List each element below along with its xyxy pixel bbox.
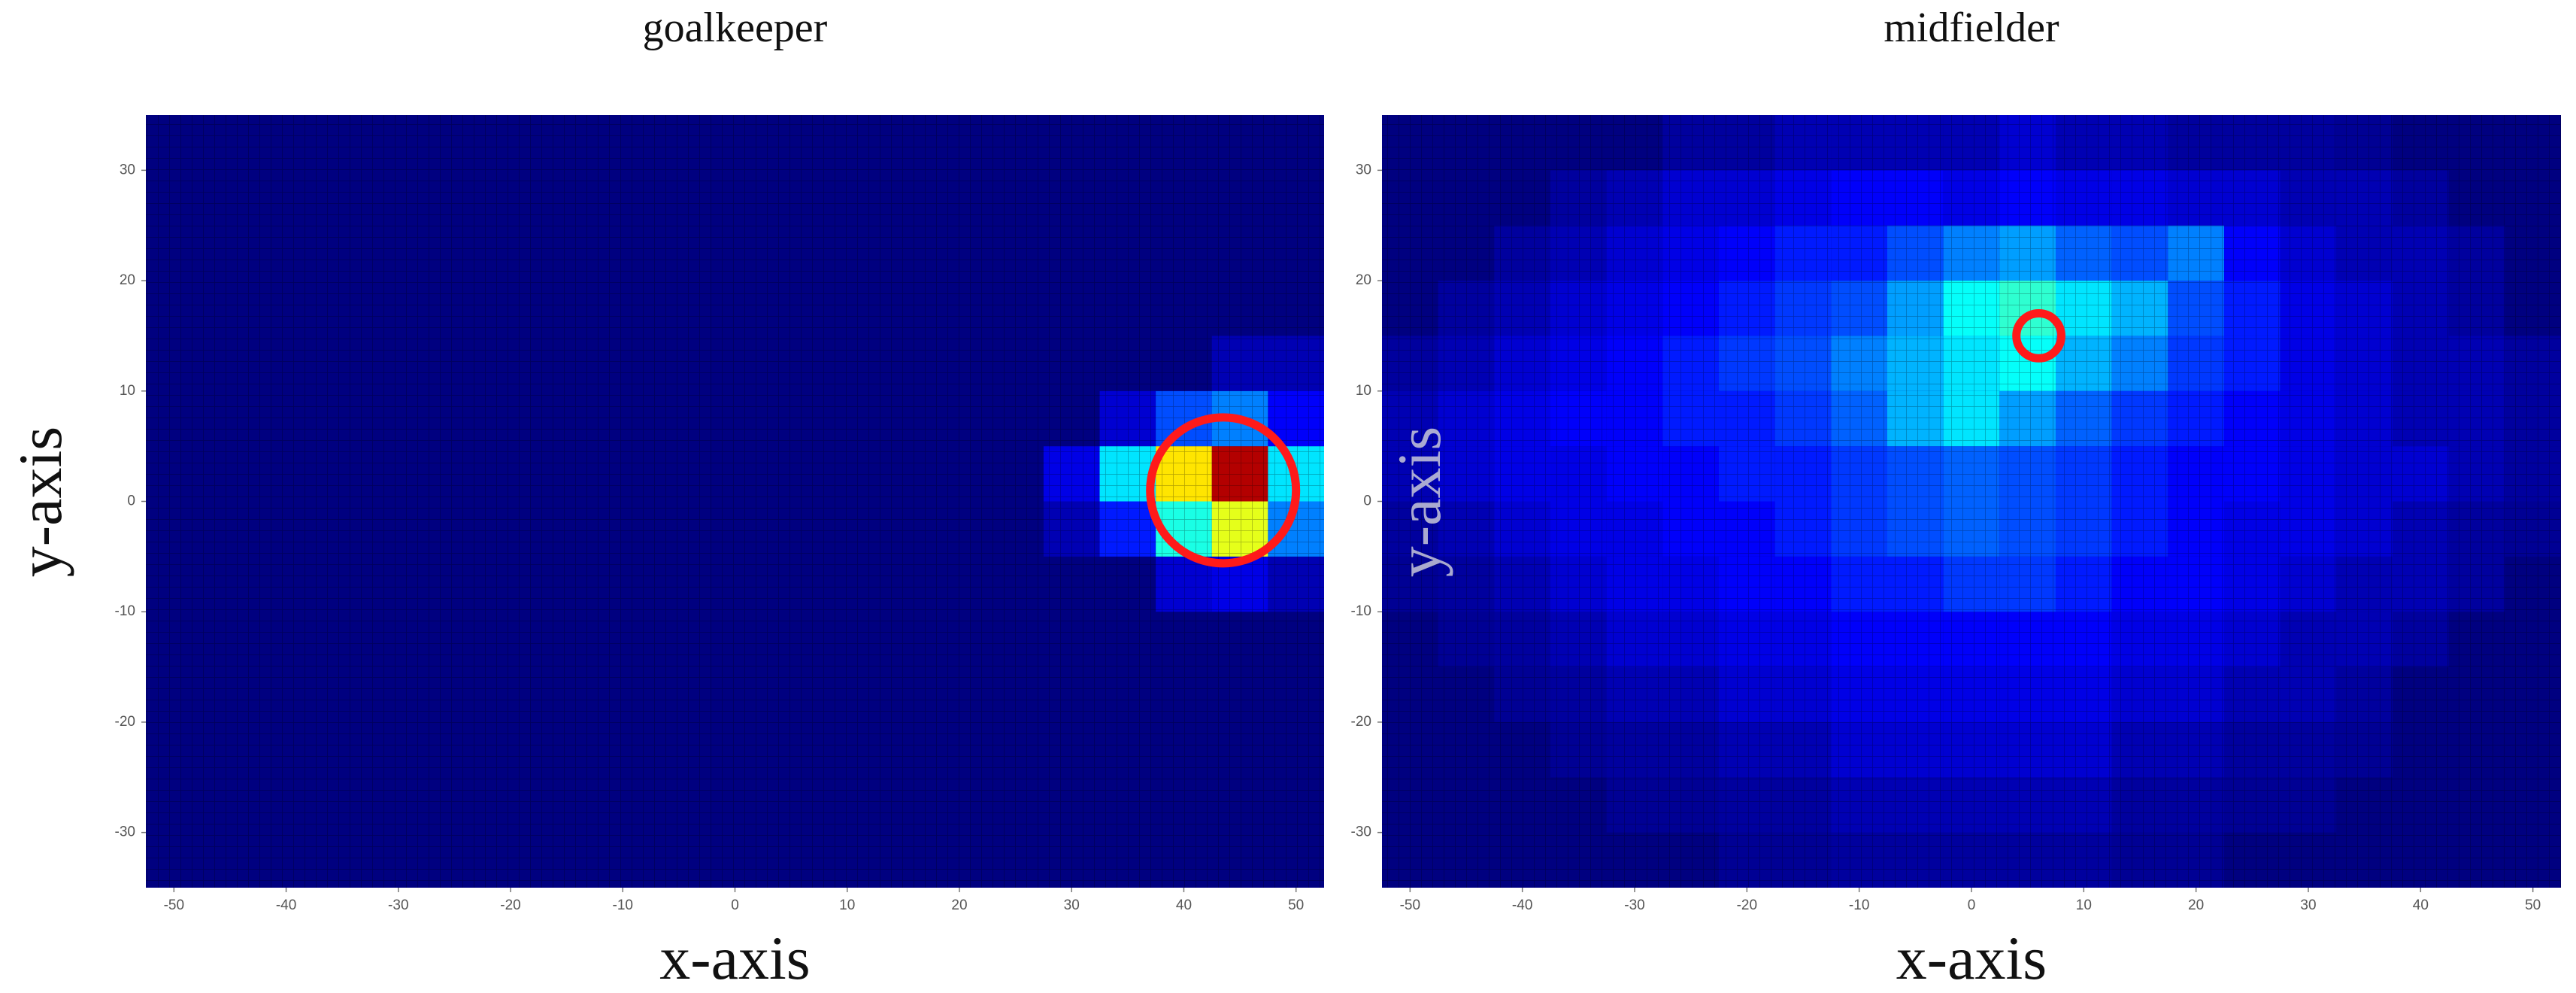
x-tick-label: 20 <box>2188 897 2204 913</box>
y-axis-label: y-axis <box>1385 427 1453 577</box>
y-tick-label: 10 <box>1356 383 1371 399</box>
y-tick-label: 20 <box>120 272 135 288</box>
y-tick-label: -10 <box>115 603 135 619</box>
y-tick-label: -30 <box>1351 824 1371 840</box>
x-tick-label: 40 <box>2413 897 2429 913</box>
x-tick-label: -40 <box>276 897 296 913</box>
y-tick-label: -20 <box>1351 714 1371 730</box>
y-tick-label: 0 <box>1363 493 1371 509</box>
x-tick-label: -10 <box>613 897 633 913</box>
x-tick-label: 0 <box>1968 897 1976 913</box>
y-tick-label: -20 <box>115 714 135 730</box>
highlight-circle <box>1146 413 1301 568</box>
cell-grid <box>1382 115 2561 888</box>
y-axis-label: y-axis <box>6 427 74 577</box>
x-tick-label: -20 <box>1737 897 1757 913</box>
y-tick-label: 20 <box>1356 272 1371 288</box>
x-tick-label: 40 <box>1176 897 1192 913</box>
x-tick-label: -30 <box>1624 897 1644 913</box>
heatmap <box>146 115 1324 888</box>
heatmap <box>1382 115 2561 888</box>
x-tick-label: 10 <box>2076 897 2092 913</box>
y-tick-label: -10 <box>1351 603 1371 619</box>
x-tick-label: 50 <box>1288 897 1304 913</box>
x-tick-label: 50 <box>2525 897 2541 913</box>
y-tick-label: 30 <box>1356 162 1371 178</box>
x-tick-label: 30 <box>1064 897 1080 913</box>
x-tick-label: -20 <box>500 897 520 913</box>
x-tick-label: 20 <box>951 897 967 913</box>
x-tick-label: -40 <box>1512 897 1532 913</box>
y-tick-label: 10 <box>120 383 135 399</box>
y-tick-label: 30 <box>120 162 135 178</box>
x-axis-label: x-axis <box>1896 924 2047 992</box>
highlight-circle <box>2012 309 2065 363</box>
x-axis-label: x-axis <box>659 924 810 992</box>
x-tick-label: -50 <box>164 897 184 913</box>
y-tick-label: 0 <box>127 493 135 509</box>
x-tick-label: -30 <box>388 897 408 913</box>
x-tick-label: 0 <box>731 897 739 913</box>
chart-title: midfielder <box>1884 5 2059 51</box>
cell-grid <box>146 115 1324 888</box>
x-tick-label: -10 <box>1849 897 1869 913</box>
x-tick-label: 30 <box>2300 897 2316 913</box>
chart-title: goalkeeper <box>643 5 828 51</box>
x-tick-label: 10 <box>839 897 855 913</box>
y-tick-label: -30 <box>115 824 135 840</box>
x-tick-label: -50 <box>1400 897 1420 913</box>
